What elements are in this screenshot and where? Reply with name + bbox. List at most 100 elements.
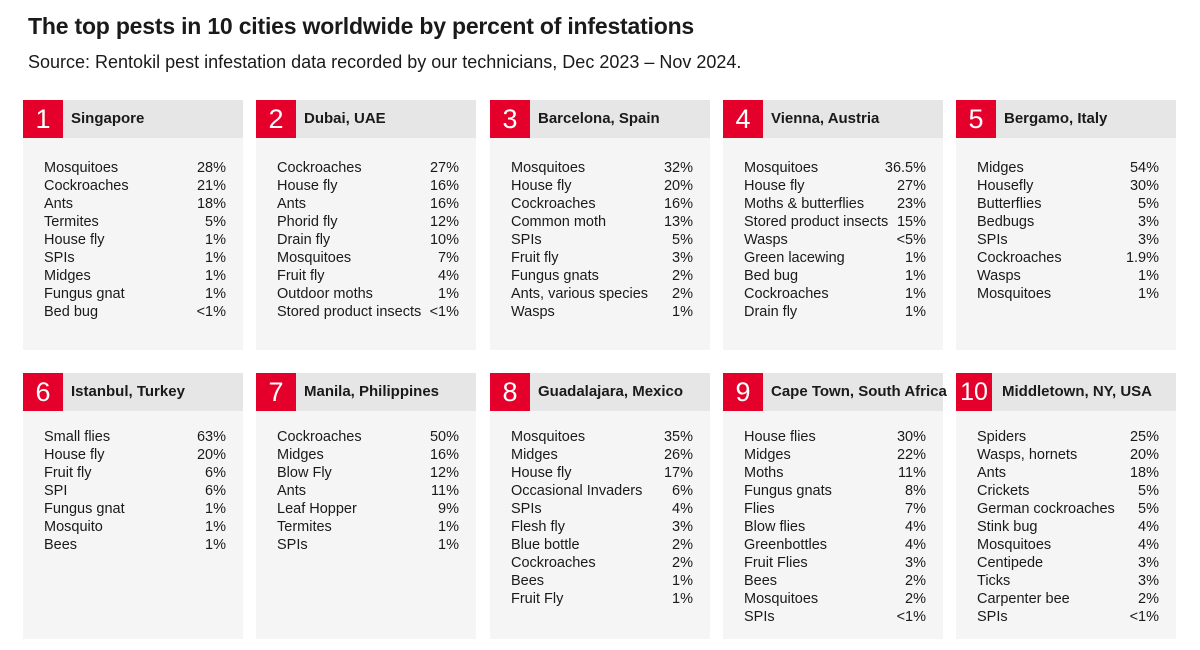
pest-row: Moths & butterflies 23% <box>744 195 926 213</box>
pest-row: Cockroaches 16% <box>511 195 693 213</box>
pest-percent: 4% <box>905 519 926 535</box>
card-header: 8 Guadalajara, Mexico <box>490 373 710 411</box>
pest-percent: 12% <box>429 465 459 481</box>
pest-row: Mosquitoes 4% <box>977 536 1159 554</box>
pest-name: Ticks <box>977 573 1011 589</box>
pest-percent: 9% <box>438 501 459 517</box>
pest-name: Outdoor moths <box>277 286 373 302</box>
pest-name: Butterflies <box>977 196 1042 212</box>
page-subtitle: Source: Rentokil pest infestation data r… <box>28 52 742 72</box>
pest-name: SPIs <box>511 232 542 248</box>
pest-name: Midges <box>44 268 91 284</box>
pest-name: Blow Fly <box>277 465 332 481</box>
pest-row: Green lacewing 1% <box>744 249 926 267</box>
pest-row: Blow Fly 12% <box>277 464 459 482</box>
pest-row: Greenbottles 4% <box>744 536 926 554</box>
pest-row: Cockroaches 1% <box>744 285 926 303</box>
pest-row: Wasps <5% <box>744 231 926 249</box>
pest-name: Termites <box>277 519 332 535</box>
pest-percent: 2% <box>672 268 693 284</box>
pest-percent: 30% <box>1129 178 1159 194</box>
card-header: 2 Dubai, UAE <box>256 100 476 138</box>
pest-name: Green lacewing <box>744 250 845 266</box>
pest-percent: <1% <box>429 304 459 320</box>
pest-percent: 26% <box>663 447 693 463</box>
pest-name: Flesh fly <box>511 519 565 535</box>
pest-name: House fly <box>44 232 105 248</box>
pest-row: House fly 1% <box>44 231 226 249</box>
pest-name: SPIs <box>44 250 75 266</box>
pest-row: Leaf Hopper 9% <box>277 500 459 518</box>
pest-name: Fruit fly <box>44 465 92 481</box>
rank-badge: 3 <box>490 100 530 138</box>
pest-name: Stored product insects <box>277 304 422 320</box>
pest-percent: 1% <box>205 501 226 517</box>
pest-row: House fly 17% <box>511 464 693 482</box>
pest-percent: 2% <box>905 591 926 607</box>
city-card: 3 Barcelona, Spain Mosquitoes 32% House fly 2… <box>490 100 710 350</box>
pest-percent: <1% <box>196 304 226 320</box>
pest-row: Fruit Fly 1% <box>511 590 693 608</box>
pest-percent: 13% <box>663 214 693 230</box>
pest-name: Ants <box>277 196 307 212</box>
pest-percent: 1% <box>205 286 226 302</box>
pest-name: Bees <box>744 573 778 589</box>
pest-row: Drain fly 1% <box>744 303 926 321</box>
pest-name: SPIs <box>277 537 308 553</box>
pest-percent: 7% <box>905 501 926 517</box>
pest-row: Housefly 30% <box>977 177 1159 195</box>
pest-percent: 6% <box>205 483 226 499</box>
pest-percent: 8% <box>905 483 926 499</box>
pest-row: Ants 18% <box>977 464 1159 482</box>
pest-name: Spiders <box>977 429 1027 445</box>
pest-name: Fungus gnats <box>511 268 599 284</box>
city-card: 10 Middletown, NY, USA Spiders 25% Wasps, ho… <box>956 373 1176 639</box>
pest-name: Ants <box>277 483 307 499</box>
pest-percent: 2% <box>672 537 693 553</box>
pest-percent: 7% <box>438 250 459 266</box>
pest-row: Stored product insects <1% <box>277 303 459 321</box>
pest-percent: 27% <box>429 160 459 176</box>
pest-percent: 5% <box>1138 501 1159 517</box>
pest-name: Wasps <box>511 304 555 320</box>
pest-row: Ticks 3% <box>977 572 1159 590</box>
pest-name: Cockroaches <box>744 286 829 302</box>
pest-percent: 50% <box>429 429 459 445</box>
pest-row: Bees 1% <box>511 572 693 590</box>
pest-row: Mosquitoes 36.5% <box>744 159 926 177</box>
rank-badge: 1 <box>23 100 63 138</box>
pest-name: Wasps, hornets <box>977 447 1078 463</box>
pest-row: Mosquito 1% <box>44 518 226 536</box>
pest-row: Stored product insects 15% <box>744 213 926 231</box>
city-name: Istanbul, Turkey <box>71 383 185 400</box>
pest-name: Bees <box>44 537 78 553</box>
pest-percent: 16% <box>663 196 693 212</box>
pest-name: Cockroaches <box>511 196 596 212</box>
pest-row: SPIs 1% <box>44 249 226 267</box>
pest-percent: 15% <box>896 214 926 230</box>
pest-row: SPIs <1% <box>744 608 926 626</box>
pest-row: SPIs 4% <box>511 500 693 518</box>
pest-row: SPIs 3% <box>977 231 1159 249</box>
pest-row: Carpenter bee 2% <box>977 590 1159 608</box>
pest-name: Occasional Invaders <box>511 483 643 499</box>
pest-percent: 1% <box>205 519 226 535</box>
city-name: Guadalajara, Mexico <box>538 383 684 400</box>
pest-row: Wasps 1% <box>977 267 1159 285</box>
pest-name: Stored product insects <box>744 214 889 230</box>
city-name: Barcelona, Spain <box>538 110 660 127</box>
pest-row: Fungus gnats 2% <box>511 267 693 285</box>
pest-percent: 1% <box>438 519 459 535</box>
pest-name: Bed bug <box>744 268 799 284</box>
pest-percent: 4% <box>1138 537 1159 553</box>
pest-name: Stink bug <box>977 519 1038 535</box>
pest-percent: 3% <box>1138 555 1159 571</box>
pest-row: Cockroaches 1.9% <box>977 249 1159 267</box>
pest-name: House fly <box>744 178 805 194</box>
pest-row: Stink bug 4% <box>977 518 1159 536</box>
pest-percent: 23% <box>896 196 926 212</box>
pest-row: Moths 11% <box>744 464 926 482</box>
pest-name: Mosquito <box>44 519 103 535</box>
pest-row: Mosquitoes 28% <box>44 159 226 177</box>
pest-list: Mosquitoes 36.5% House fly 27% Moths & butte… <box>744 159 926 321</box>
